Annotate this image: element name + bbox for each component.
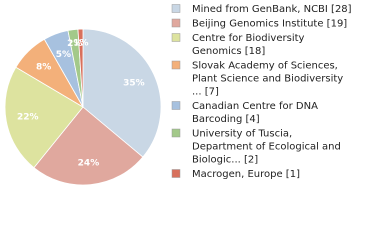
legend-label: Department of Ecological and xyxy=(192,142,341,153)
legend-label: Biologic... [2] xyxy=(192,155,258,166)
legend-label: Mined from GenBank, NCBI [28] xyxy=(192,4,352,15)
legend-label: Beijing Genomics Institute [19] xyxy=(192,19,347,30)
pie-slice xyxy=(82,28,162,158)
legend-label: ... [7] xyxy=(192,87,219,98)
slice-label: 2% xyxy=(67,39,82,49)
legend-swatch xyxy=(171,101,181,110)
legend-label: Centre for Biodiversity xyxy=(192,33,305,44)
pie-slice xyxy=(4,66,84,169)
legend-swatch xyxy=(171,18,181,28)
slice-label: 35% xyxy=(123,79,145,89)
legend-label: Barcoding [4] xyxy=(192,114,260,125)
legend-label: Slovak Academy of Sciences, xyxy=(192,61,338,72)
pie-slice xyxy=(33,106,144,186)
legend-swatch xyxy=(171,60,181,70)
slice-label: 24% xyxy=(78,158,100,168)
legend-swatch xyxy=(171,33,181,42)
legend-swatch xyxy=(171,128,181,138)
legend-swatch xyxy=(171,4,181,13)
slice-label: 8% xyxy=(36,62,51,72)
legend-label: University of Tuscia, xyxy=(192,129,292,140)
slice-label: 1% xyxy=(73,39,88,49)
pie-slice xyxy=(77,28,84,108)
legend-label: Genomics [18] xyxy=(192,46,265,57)
legend-swatch xyxy=(171,169,181,178)
slice-label: 22% xyxy=(17,112,39,122)
legend-label: Macrogen, Europe [1] xyxy=(192,169,300,180)
legend-label: Canadian Centre for DNA xyxy=(192,101,318,112)
slice-label: 5% xyxy=(56,50,71,60)
legend-label: Plant Science and Biodiversity xyxy=(192,74,343,85)
